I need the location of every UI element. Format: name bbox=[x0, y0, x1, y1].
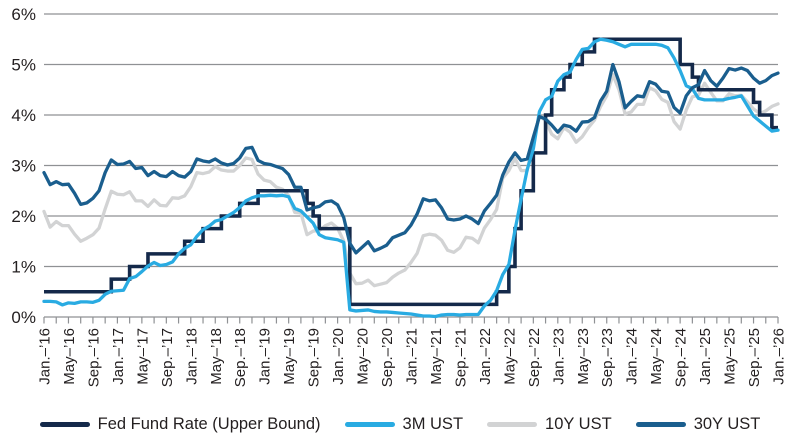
legend-label-30y-ust: 30Y UST bbox=[693, 414, 761, 433]
legend-swatch-10y-ust bbox=[487, 421, 538, 427]
svg-text:Sep.–’16: Sep.–’16 bbox=[85, 328, 102, 387]
svg-text:Jan.–’23: Jan.–’23 bbox=[550, 328, 567, 385]
svg-text:May–’16: May–’16 bbox=[61, 328, 78, 385]
svg-text:Sep.–’19: Sep.–’19 bbox=[306, 328, 323, 387]
svg-text:5%: 5% bbox=[11, 56, 36, 75]
svg-text:May–’25: May–’25 bbox=[722, 328, 739, 385]
svg-text:May–’21: May–’21 bbox=[428, 328, 445, 385]
svg-text:Jan.–’20: Jan.–’20 bbox=[330, 328, 347, 385]
svg-text:May–’18: May–’18 bbox=[208, 328, 225, 385]
svg-text:May–’24: May–’24 bbox=[648, 328, 665, 385]
svg-text:Sep.–’23: Sep.–’23 bbox=[599, 328, 616, 387]
svg-text:Sep.–’18: Sep.–’18 bbox=[232, 328, 249, 387]
legend-label-3m-ust: 3M UST bbox=[402, 414, 464, 433]
legend-item-3m-ust: 3M UST bbox=[344, 414, 464, 434]
svg-text:May–’19: May–’19 bbox=[281, 328, 298, 385]
legend-item-fed-fund-rate: Fed Fund Rate (Upper Bound) bbox=[39, 414, 321, 434]
svg-text:Jan.–’21: Jan.–’21 bbox=[404, 328, 421, 385]
svg-text:3%: 3% bbox=[11, 157, 36, 176]
chart-legend: Fed Fund Rate (Upper Bound) 3M UST 10Y U… bbox=[0, 400, 800, 442]
legend-item-30y-ust: 30Y UST bbox=[635, 414, 761, 434]
svg-text:Jan.–’24: Jan.–’24 bbox=[624, 328, 641, 385]
chart-canvas: 0% 1% 2% 3% 4% 5% 6% Jan.–’16 May–’16 Sep.–’16 Jan… bbox=[11, 5, 788, 387]
svg-text:May–’22: May–’22 bbox=[501, 328, 518, 385]
legend-swatch-3m-ust bbox=[344, 421, 395, 427]
legend-swatch-30y-ust bbox=[635, 421, 686, 427]
svg-text:Sep.–’20: Sep.–’20 bbox=[379, 328, 396, 387]
svg-text:0%: 0% bbox=[11, 308, 36, 327]
svg-text:1%: 1% bbox=[11, 258, 36, 277]
svg-text:Sep.–’17: Sep.–’17 bbox=[159, 328, 176, 387]
rates-line-chart: 0% 1% 2% 3% 4% 5% 6% Jan.–’16 May–’16 Sep.–’16 Jan… bbox=[11, 5, 788, 387]
svg-text:Jan.–’17: Jan.–’17 bbox=[110, 328, 127, 385]
legend-label-10y-ust: 10Y UST bbox=[545, 414, 612, 433]
svg-text:May–’17: May–’17 bbox=[134, 328, 151, 385]
legend-label-fed-fund-rate: Fed Fund Rate (Upper Bound) bbox=[97, 414, 321, 433]
svg-text:May–’20: May–’20 bbox=[355, 328, 372, 385]
svg-text:Sep.–’21: Sep.–’21 bbox=[452, 328, 469, 387]
svg-text:Jan.–’19: Jan.–’19 bbox=[257, 328, 274, 385]
svg-text:4%: 4% bbox=[11, 106, 36, 125]
svg-text:May–’23: May–’23 bbox=[575, 328, 592, 385]
svg-text:6%: 6% bbox=[11, 5, 36, 24]
svg-text:Jan.–’18: Jan.–’18 bbox=[183, 328, 200, 385]
legend-swatch-fed-fund-rate bbox=[39, 421, 90, 427]
svg-text:2%: 2% bbox=[11, 207, 36, 226]
svg-text:Jan.–’25: Jan.–’25 bbox=[697, 328, 714, 385]
svg-text:Sep.–’24: Sep.–’24 bbox=[673, 328, 690, 387]
svg-text:Jan.–’26: Jan.–’26 bbox=[771, 328, 788, 385]
svg-text:Jan.–’16: Jan.–’16 bbox=[37, 328, 54, 385]
svg-text:Sep.–’22: Sep.–’22 bbox=[526, 328, 543, 387]
legend-item-10y-ust: 10Y UST bbox=[487, 415, 612, 434]
svg-text:Jan.–’22: Jan.–’22 bbox=[477, 328, 494, 385]
svg-text:Sep.–’25: Sep.–’25 bbox=[746, 328, 763, 387]
